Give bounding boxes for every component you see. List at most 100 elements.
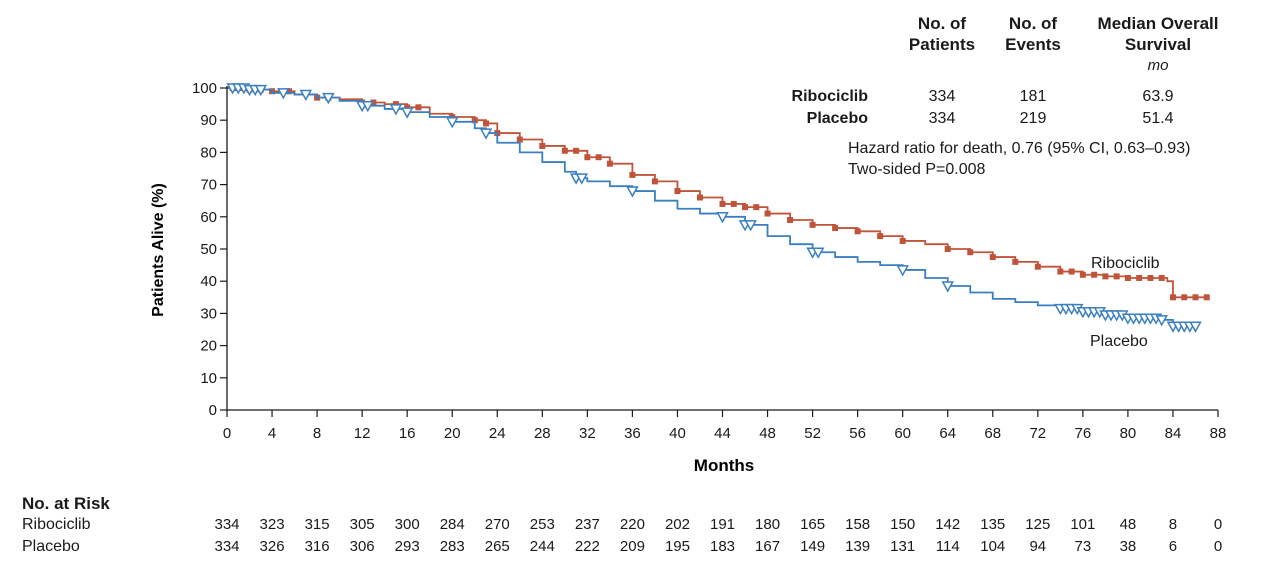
placebo-censor-mark [575, 173, 589, 185]
ribociclib-censor-mark [1102, 273, 1109, 280]
risk-value-ribociclib: 142 [935, 516, 961, 533]
summary-ribociclib-median: 63.9 [1142, 88, 1174, 105]
y-tick-label: 20 [200, 338, 217, 355]
summary-ribociclib-events: 181 [1019, 88, 1047, 105]
risk-value-placebo: 265 [484, 538, 510, 555]
x-tick-label: 76 [1075, 425, 1092, 442]
ribociclib-censor-mark [285, 88, 292, 95]
risk-value-ribociclib: 323 [259, 516, 285, 533]
placebo-censor-mark [811, 247, 825, 259]
ribociclib-censor-mark [370, 99, 377, 106]
x-tick-label: 84 [1165, 425, 1182, 442]
x-tick-label: 88 [1210, 425, 1227, 442]
risk-value-placebo: 139 [845, 538, 871, 555]
ribociclib-censor-mark [674, 188, 681, 195]
risk-value-ribociclib: 150 [890, 516, 916, 533]
placebo-censor-mark [445, 117, 459, 129]
ribociclib-censor-mark [1012, 258, 1019, 265]
y-tick-label: 70 [200, 177, 217, 194]
x-tick-label: 72 [1029, 425, 1046, 442]
placebo-censor-mark [322, 92, 335, 105]
risk-table-title: No. at Risk [22, 494, 110, 513]
risk-value-ribociclib: 125 [1025, 516, 1051, 533]
risk-row-label-placebo: Placebo [22, 538, 80, 555]
ribociclib-censor-mark [1034, 263, 1041, 270]
x-tick-label: 44 [714, 425, 731, 442]
x-tick-label: 48 [759, 425, 776, 442]
placebo-curve-label: Placebo [1090, 333, 1148, 350]
risk-value-ribociclib: 220 [619, 516, 645, 533]
risk-value-ribociclib: 284 [439, 516, 465, 533]
x-tick-label: 0 [223, 425, 231, 442]
ribociclib-censor-mark [1147, 274, 1154, 281]
ribociclib-censor-mark [1158, 274, 1165, 281]
risk-value-placebo: 114 [935, 538, 960, 555]
risk-value-placebo: 131 [890, 538, 916, 555]
summary-placebo-median: 51.4 [1142, 110, 1174, 127]
ribociclib-censor-mark [1136, 274, 1143, 281]
summary-row-label-ribociclib: Ribociclib [791, 88, 868, 105]
ribociclib-censor-mark [899, 237, 906, 244]
ribociclib-censor-mark [483, 120, 490, 127]
ribociclib-censor-mark [742, 204, 749, 211]
risk-value-ribociclib: 315 [304, 516, 330, 533]
summary-row-label-placebo: Placebo [806, 110, 868, 127]
risk-value-ribociclib: 165 [800, 516, 826, 533]
risk-value-ribociclib: 191 [709, 516, 736, 533]
risk-value-placebo: 0 [1213, 538, 1223, 555]
risk-value-placebo: 334 [214, 538, 240, 555]
ribociclib-censor-mark [1181, 294, 1188, 301]
y-tick-label: 90 [200, 112, 217, 129]
ribociclib-censor-mark [595, 154, 602, 161]
y-axis-title: Patients Alive (%) [150, 183, 167, 317]
x-tick-label: 64 [939, 425, 956, 442]
ribociclib-censor-mark [832, 225, 839, 232]
risk-value-placebo: 38 [1119, 538, 1137, 555]
ribociclib-censor-mark [471, 117, 478, 124]
risk-value-placebo: 149 [800, 538, 826, 555]
x-tick-label: 56 [849, 425, 866, 442]
patients-header-line2: Patients [908, 35, 976, 54]
risk-value-ribociclib: 334 [214, 516, 240, 533]
plot-area [226, 83, 1210, 333]
ribociclib-censor-mark [719, 200, 726, 207]
x-tick-label: 12 [354, 425, 371, 442]
p-value-text: Two-sided P=0.008 [848, 161, 986, 178]
y-tick-label: 100 [192, 80, 217, 97]
ribociclib-censor-mark [415, 104, 422, 111]
risk-row-label-ribociclib: Ribociclib [22, 516, 91, 533]
ribociclib-censor-mark [1091, 271, 1098, 278]
x-tick-label: 52 [804, 425, 821, 442]
x-tick-label: 36 [624, 425, 641, 442]
risk-value-placebo: 306 [349, 538, 375, 555]
risk-value-placebo: 244 [529, 538, 555, 555]
risk-value-ribociclib: 0 [1213, 516, 1223, 533]
placebo-censor-mark [1155, 315, 1168, 327]
ribociclib-censor-mark [1203, 294, 1210, 301]
risk-value-ribociclib: 305 [349, 516, 375, 533]
ribociclib-censor-mark [539, 142, 546, 149]
ribociclib-censor-mark [392, 101, 399, 108]
summary-placebo-events: 219 [1019, 110, 1047, 127]
placebo-censor-mark [361, 100, 375, 113]
events-header-line1: No. of [1008, 14, 1058, 33]
ribociclib-censor-mark [1068, 268, 1075, 275]
risk-value-ribociclib: 300 [394, 516, 420, 533]
y-tick-label: 0 [209, 402, 217, 419]
risk-value-placebo: 209 [619, 538, 645, 555]
placebo-censor-mark [400, 107, 414, 119]
ribociclib-censor-mark [854, 228, 861, 235]
summary-ribociclib-patients: 334 [928, 88, 956, 105]
risk-value-placebo: 326 [259, 538, 285, 555]
ribociclib-censor-mark [1113, 273, 1120, 280]
ribociclib-censor-mark [629, 171, 636, 178]
risk-value-placebo: 283 [439, 538, 465, 555]
ribociclib-censor-mark [561, 147, 568, 154]
ribociclib-censor-mark [696, 194, 703, 201]
ribociclib-censor-mark [944, 246, 951, 252]
ribociclib-censor-mark [787, 217, 794, 224]
risk-value-ribociclib: 8 [1168, 516, 1178, 533]
risk-value-ribociclib: 270 [484, 516, 510, 533]
median-unit: mo [1147, 57, 1169, 74]
